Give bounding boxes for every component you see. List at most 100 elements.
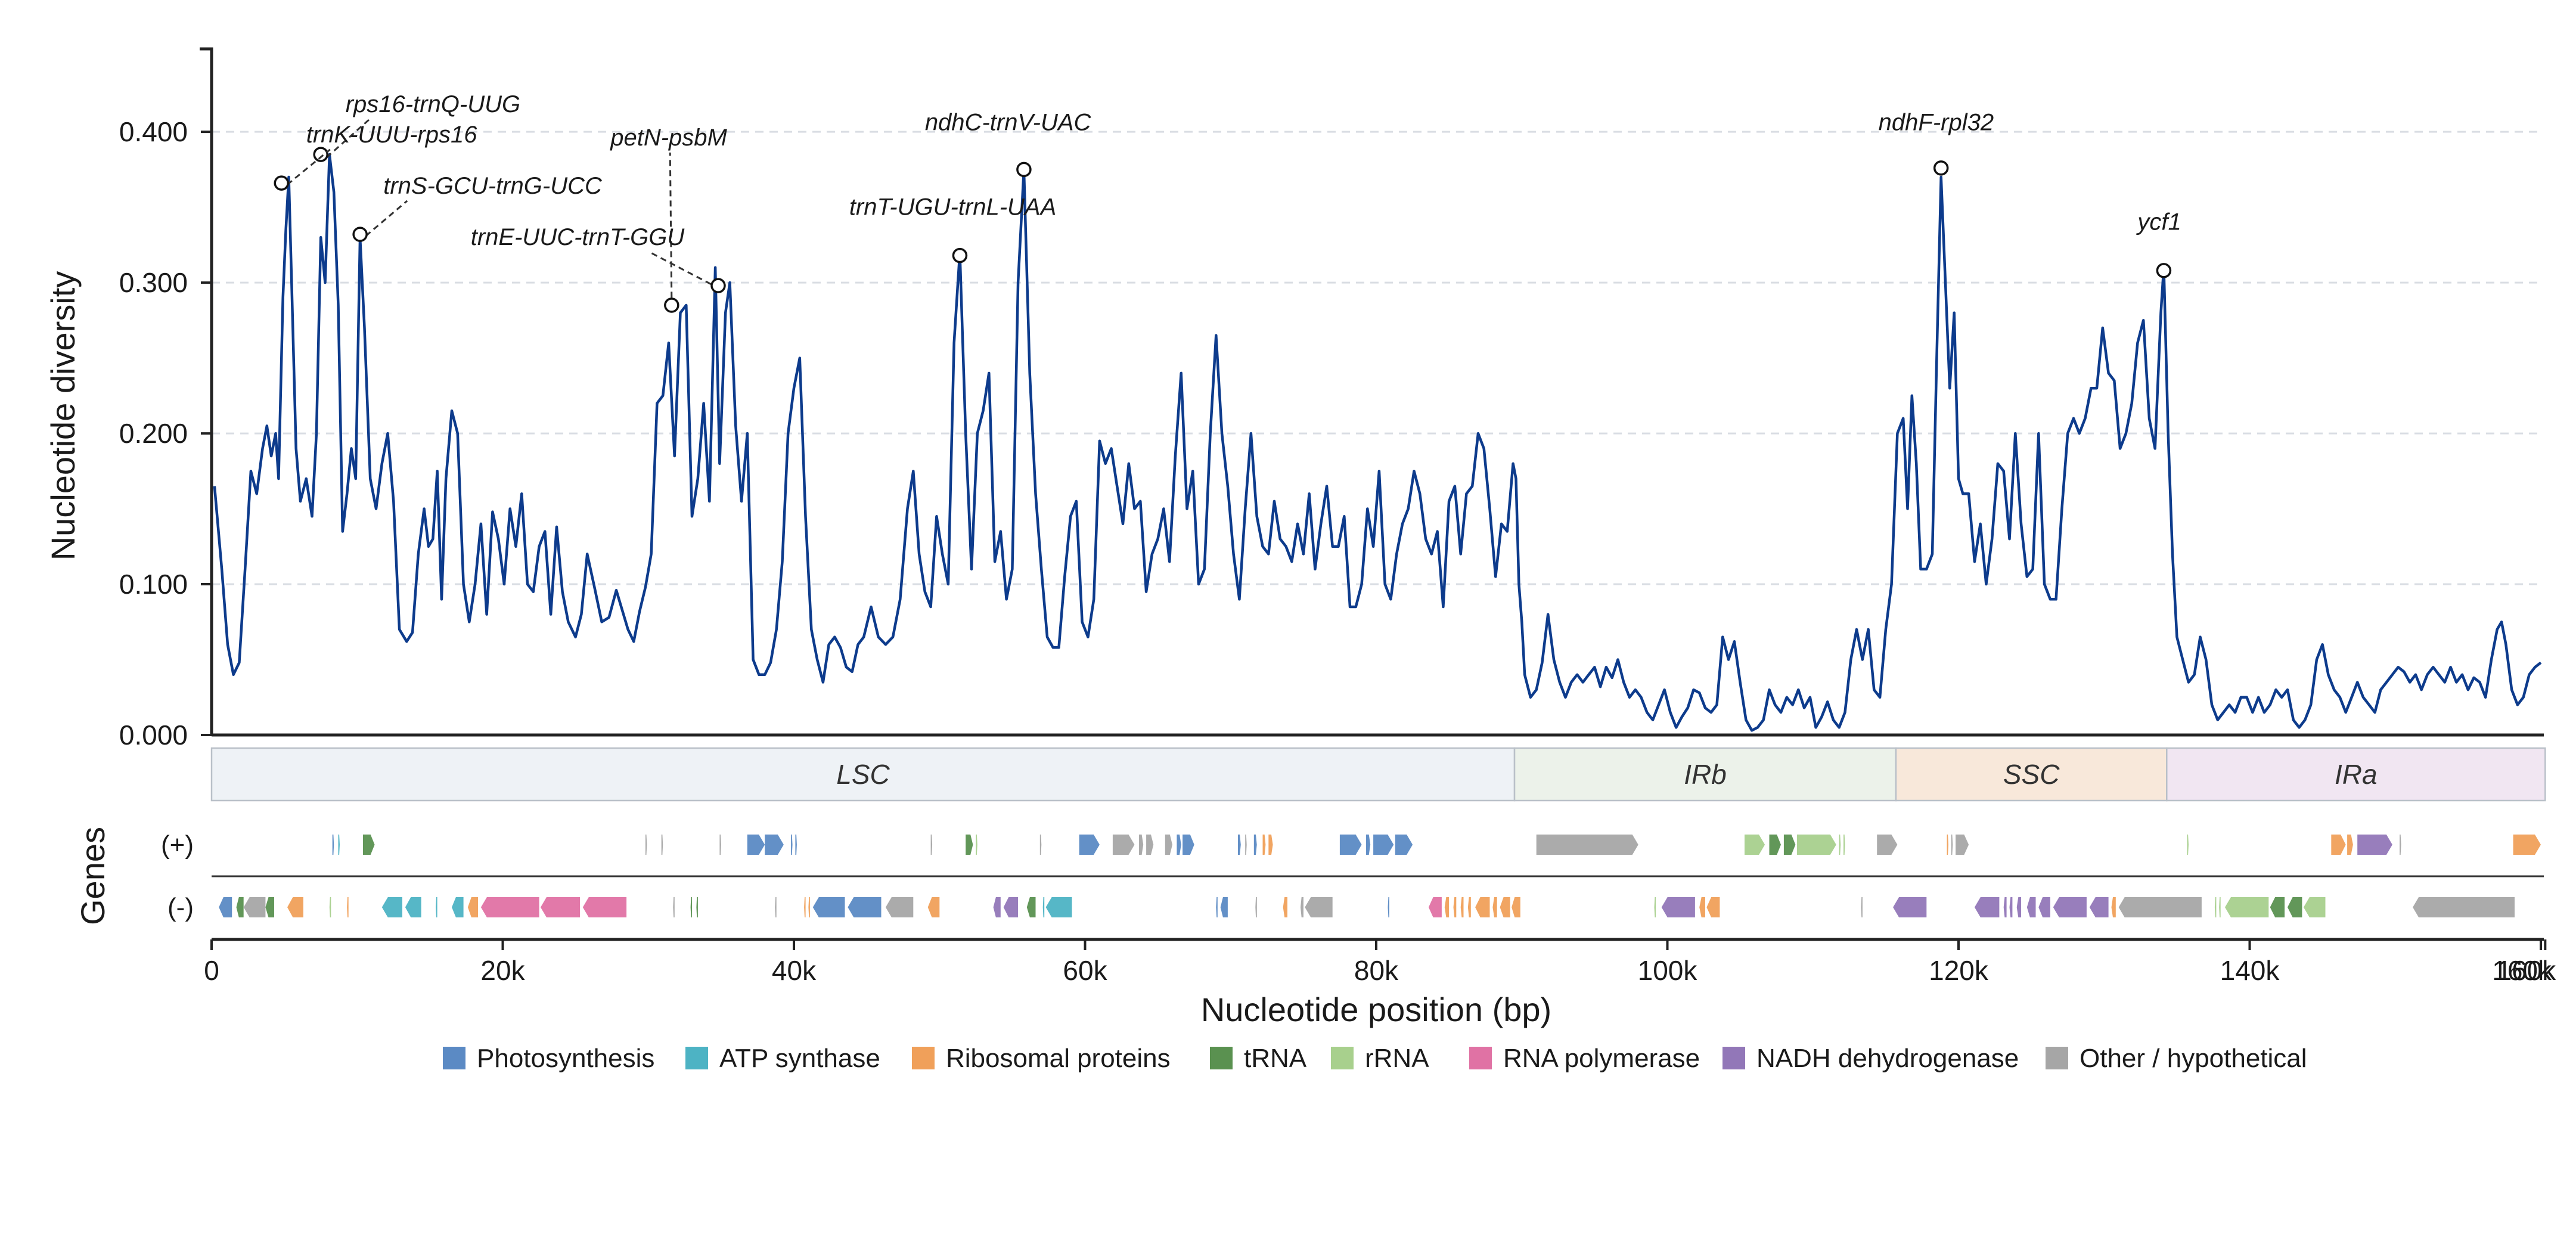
gene-feature	[1255, 897, 1257, 917]
gene-feature	[1177, 835, 1181, 855]
peak-marker	[313, 147, 328, 162]
region-label: LSC	[836, 759, 890, 790]
x-tick-label: 40k	[772, 955, 817, 986]
gene-feature	[2288, 897, 2302, 917]
peak-marker	[1016, 162, 1032, 178]
gene-feature	[1492, 897, 1497, 917]
region-band	[210, 747, 1516, 802]
gene-feature	[2053, 897, 2087, 917]
gene-feature	[2400, 835, 2401, 855]
gene-feature	[848, 897, 882, 917]
legend-swatch	[1469, 1047, 1492, 1069]
peak-leader-line	[669, 152, 673, 298]
gene-feature	[804, 897, 806, 917]
gene-feature	[927, 897, 940, 917]
peak-label: ndhF-rpl32	[1879, 110, 1994, 136]
gene-feature	[1301, 897, 1303, 917]
gene-feature	[2214, 897, 2217, 917]
y-axis-line	[200, 47, 213, 735]
gene-feature	[1839, 835, 1841, 855]
gene-feature	[1216, 897, 1218, 917]
diversity-plot	[213, 153, 2542, 732]
minus-strand-label: (-)	[167, 893, 194, 922]
gene-feature	[719, 835, 721, 855]
gene-feature	[1467, 897, 1471, 917]
gene-tracks	[212, 835, 2544, 917]
gene-feature	[1661, 897, 1695, 917]
gene-feature	[381, 897, 402, 917]
gene-feature	[885, 897, 914, 917]
gene-feature	[1220, 897, 1228, 917]
y-ticks: 0.000 0.100 0.200 0.300 0.400	[119, 116, 212, 750]
legend-label: Photosynthesis	[477, 1044, 654, 1073]
x-tick-label: 80k	[1354, 955, 1399, 986]
x-tick-label: 100k	[1638, 955, 1698, 986]
legend-swatch	[1210, 1047, 1233, 1069]
gene-feature	[993, 897, 1001, 917]
legend-swatch	[912, 1047, 935, 1069]
legend-label: NADH dehydrogenase	[1756, 1044, 2019, 1073]
gene-feature	[808, 897, 810, 917]
gene-feature	[2111, 897, 2116, 917]
gene-feature	[1183, 835, 1194, 855]
legend-swatch	[1722, 1047, 1745, 1069]
gene-feature	[219, 897, 232, 917]
peak-label: rps16-trnQ-UUG	[346, 91, 520, 117]
gene-feature	[2219, 897, 2221, 917]
y-tick-label: 0.200	[119, 418, 188, 449]
gene-feature	[582, 897, 627, 917]
gene-feature	[1444, 897, 1450, 917]
legend-swatch	[443, 1047, 465, 1069]
gene-feature	[2187, 835, 2189, 855]
x-tick-label: 20k	[480, 955, 525, 986]
gene-feature	[1428, 897, 1442, 917]
peak-annotations: rps16-trnQ-UUG trnK-UUU-rps16 trnS-GCU-trn…	[274, 91, 2181, 313]
gene-feature	[2003, 897, 2007, 917]
region-band	[1513, 747, 1897, 802]
gene-feature	[1268, 835, 1273, 855]
gene-feature	[1460, 897, 1464, 917]
peak-marker	[1933, 160, 1949, 176]
gene-feature	[332, 835, 334, 855]
gene-feature	[1079, 835, 1100, 855]
region-label: SSC	[2003, 759, 2060, 790]
gene-feature	[2513, 835, 2541, 855]
legend-label: Other / hypothetical	[2080, 1044, 2307, 1073]
peak-marker	[952, 247, 968, 263]
gene-feature	[1861, 897, 1863, 917]
gene-feature	[1769, 835, 1781, 855]
gene-feature	[1974, 897, 2000, 917]
x-tick-label: 60k	[1063, 955, 1107, 986]
legend: Photosynthesis ATP synthase Ribosomal prot…	[443, 1044, 2307, 1073]
gene-feature	[2347, 835, 2353, 855]
gene-feature	[1475, 897, 1490, 917]
peak-leader-line	[649, 251, 712, 285]
gene-feature	[690, 897, 693, 917]
legend-label: Ribosomal proteins	[946, 1044, 1171, 1073]
gene-feature	[1146, 835, 1154, 855]
y-tick-label: 0.000	[119, 719, 188, 750]
y-tick-label: 0.100	[119, 569, 188, 600]
gene-feature	[452, 897, 464, 917]
gene-feature	[1453, 897, 1457, 917]
gene-feature	[1165, 835, 1172, 855]
x-tick-label: 120k	[1929, 955, 1989, 986]
gene-feature	[696, 897, 698, 917]
gene-feature	[1245, 835, 1247, 855]
gene-feature	[1003, 897, 1019, 917]
peak-label: trnK-UUU-rps16	[306, 122, 477, 148]
gene-feature	[329, 897, 331, 917]
genome-regions: LSC IRb SSC IRa	[210, 747, 2546, 802]
peak-label: ycf1	[2136, 209, 2181, 235]
gene-feature	[1796, 835, 1836, 855]
gene-feature	[1253, 835, 1257, 855]
gene-feature	[1893, 897, 1927, 917]
gene-feature	[2038, 897, 2050, 917]
gene-feature	[1262, 835, 1266, 855]
peak-leader-line	[365, 200, 408, 237]
peak-label: trnS-GCU-trnG-UCC	[383, 173, 603, 199]
gene-feature	[1843, 835, 1845, 855]
x-tick-label: 0	[204, 955, 219, 986]
gene-feature	[2270, 897, 2285, 917]
gene-feature	[1283, 897, 1287, 917]
